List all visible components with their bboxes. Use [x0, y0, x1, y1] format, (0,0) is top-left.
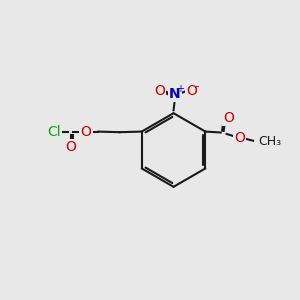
Text: O: O	[234, 131, 245, 146]
Text: -: -	[194, 80, 199, 93]
Text: O: O	[65, 140, 76, 154]
Text: N: N	[169, 87, 181, 101]
Text: Cl: Cl	[47, 124, 61, 139]
Text: +: +	[176, 84, 184, 94]
Text: O: O	[224, 111, 234, 125]
Text: O: O	[186, 83, 197, 98]
Text: O: O	[81, 124, 92, 139]
Text: O: O	[154, 83, 165, 98]
Text: CH₃: CH₃	[258, 135, 281, 148]
